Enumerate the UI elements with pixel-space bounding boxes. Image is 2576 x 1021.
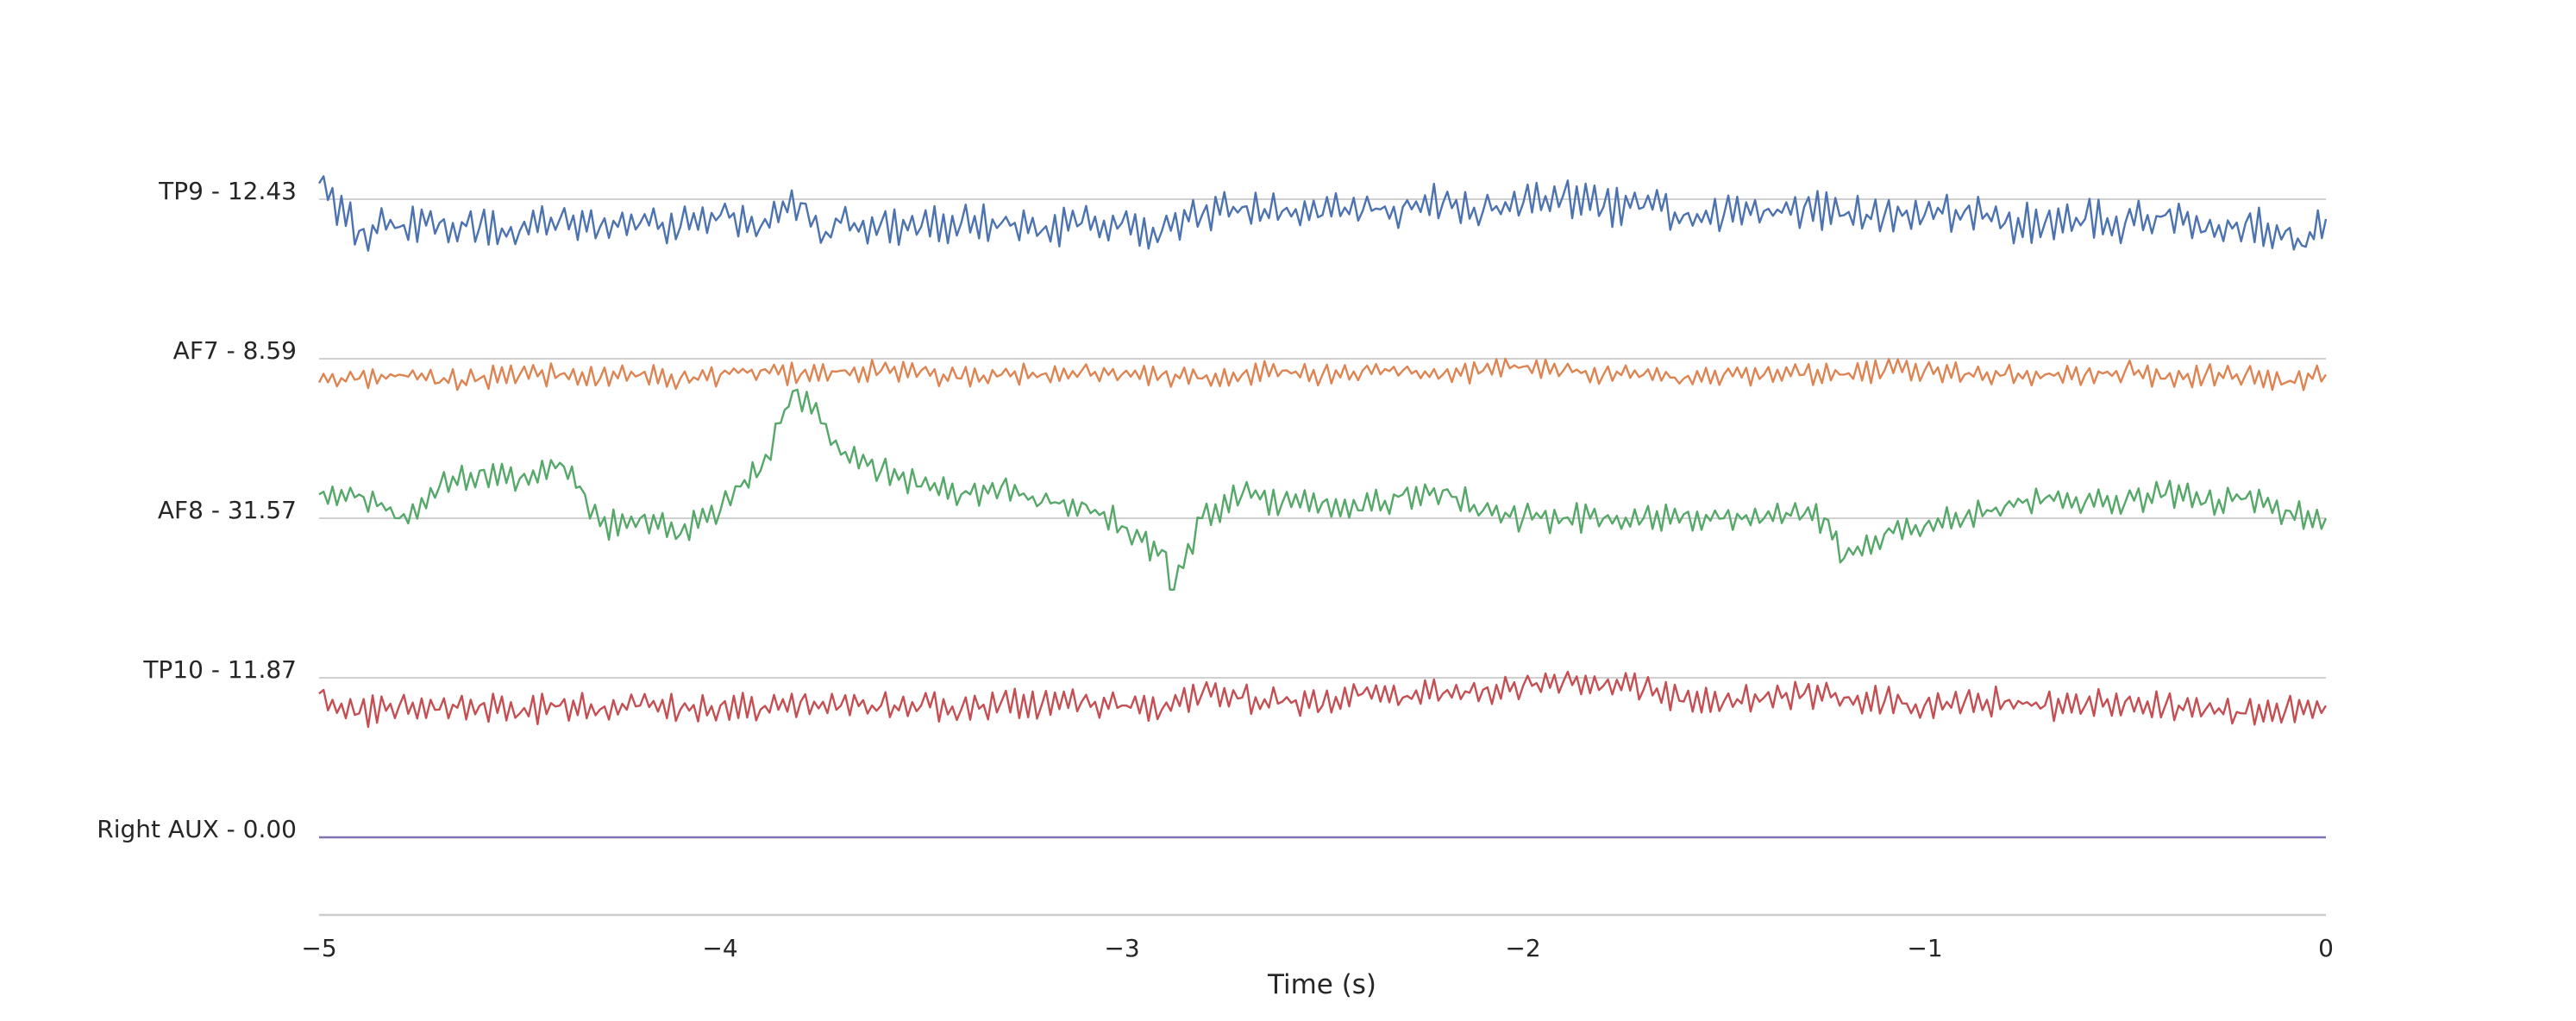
- x-tick-label: −4: [702, 934, 737, 962]
- series-line-tp9: [317, 175, 2328, 252]
- x-axis-ticks: −5 −4 −3 −2 −1 0: [301, 934, 2334, 962]
- series-line-af7: [317, 357, 2328, 391]
- x-tick-label: −2: [1505, 934, 1540, 962]
- x-tick-label: −3: [1104, 934, 1139, 962]
- channel-label-af7: AF7 - 8.59: [173, 336, 297, 365]
- channel-label-tp9: TP9 - 12.43: [158, 177, 297, 205]
- x-tick-label: −1: [1907, 934, 1942, 962]
- x-axis-title: Time (s): [1267, 969, 1376, 1000]
- channel-baselines: [319, 198, 2326, 838]
- series-lines: [317, 175, 2328, 839]
- channel-label-af8: AF8 - 31.57: [158, 496, 297, 524]
- series-line-tp10: [318, 670, 2328, 729]
- channel-labels: TP9 - 12.43 AF7 - 8.59 AF8 - 31.57 TP10 …: [97, 177, 297, 843]
- channel-label-tp10: TP10 - 11.87: [142, 655, 297, 684]
- x-tick-label: 0: [2318, 934, 2334, 962]
- channel-label-right-aux: Right AUX - 0.00: [97, 815, 297, 843]
- x-tick-label: −5: [301, 934, 336, 962]
- series-line-af8: [318, 388, 2328, 591]
